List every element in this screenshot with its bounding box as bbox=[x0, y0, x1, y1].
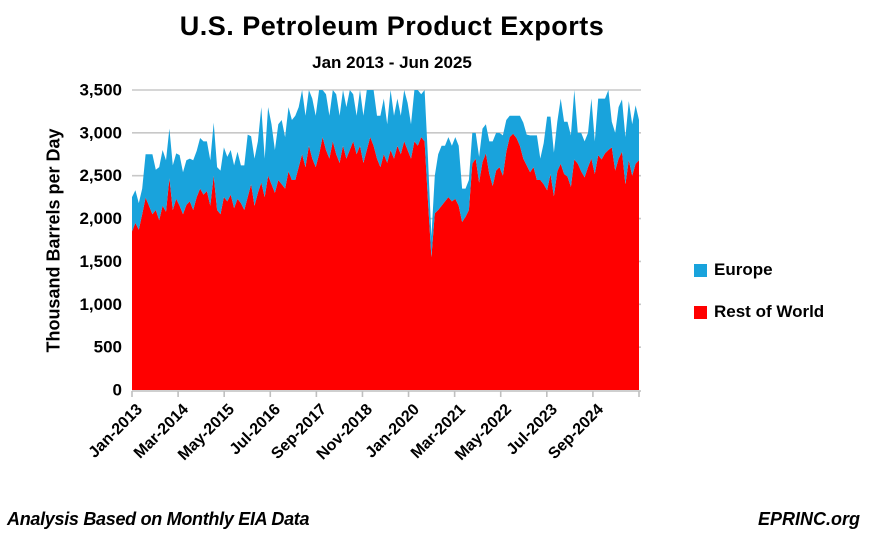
y-tick-label: 2,000 bbox=[79, 209, 122, 228]
footer-org: EPRINC.org bbox=[757, 509, 860, 529]
legend-label-rest-of-world: Rest of World bbox=[714, 302, 825, 321]
chart-subtitle: Jan 2013 - Jun 2025 bbox=[312, 53, 472, 72]
chart-title: U.S. Petroleum Product Exports bbox=[179, 11, 605, 41]
y-tick-label: 3,500 bbox=[79, 80, 122, 99]
y-tick-label: 1,000 bbox=[79, 295, 122, 314]
legend-item-europe: Europe bbox=[694, 260, 824, 280]
y-tick-label: 3,000 bbox=[79, 123, 122, 142]
legend-label-europe: Europe bbox=[714, 260, 773, 279]
legend-item-rest-of-world: Rest of World bbox=[694, 302, 824, 322]
y-tick-label: 500 bbox=[94, 338, 122, 357]
footer-source-note: Analysis Based on Monthly EIA Data bbox=[7, 509, 310, 529]
rest-of-world-area bbox=[132, 133, 639, 390]
y-tick-label: 0 bbox=[113, 380, 122, 399]
europe-area bbox=[132, 90, 639, 258]
rest-of-world-swatch-icon bbox=[694, 305, 707, 319]
y-tick-label: 2,500 bbox=[79, 166, 122, 185]
europe-swatch-icon bbox=[694, 263, 707, 277]
legend: Europe Rest of World bbox=[694, 260, 824, 344]
y-tick-label: 1,500 bbox=[79, 252, 122, 271]
